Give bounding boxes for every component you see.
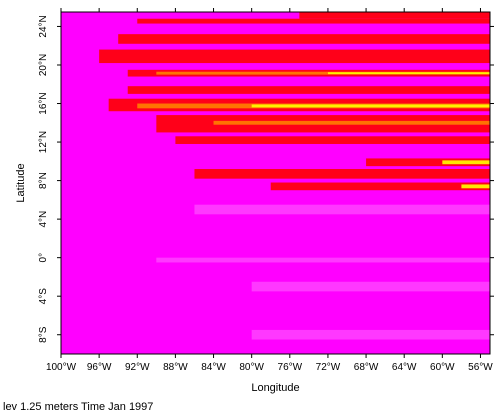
y-axis-title: Latitude: [15, 163, 27, 202]
heatmap-band: [327, 72, 490, 75]
x-axis: 100°W 96°W 92°W 88°W 84°W 80°W 76°W 72°W 68°W 64°…: [46, 8, 493, 373]
y-tick-label: 16°N: [38, 92, 49, 114]
x-tick-label: 96°W: [87, 362, 112, 373]
y-tick-label: 4°S: [38, 288, 49, 305]
x-tick-label: 60°W: [430, 362, 455, 373]
heatmap-band: [461, 184, 490, 189]
y-tick-label: 8°S: [38, 326, 49, 343]
x-tick-label: 100°W: [46, 362, 77, 373]
y-tick-label: 4°N: [38, 211, 49, 228]
x-tick-label: 92°W: [125, 362, 150, 373]
x-tick-label: 68°W: [354, 362, 379, 373]
heatmap-band: [366, 158, 490, 167]
x-tick-label: 84°W: [201, 362, 226, 373]
y-axis: 24°N 20°N 16°N 12°N 8°N 4°N 0° 4°S 8°S: [38, 15, 494, 343]
heatmap-band: [270, 182, 490, 191]
y-tick-label: 8°N: [38, 172, 49, 189]
heatmap-band: [442, 160, 490, 165]
x-tick-label: 76°W: [278, 362, 303, 373]
heatmap-band: [156, 71, 490, 75]
heatmap-bands: [99, 12, 490, 340]
heatmap-band: [194, 169, 490, 179]
y-tick-label: 24°N: [38, 15, 49, 37]
heatmap-band: [213, 120, 490, 125]
y-tick-label: 12°N: [38, 131, 49, 153]
x-axis-title: Longitude: [251, 382, 299, 394]
heatmap-band: [251, 281, 490, 292]
x-tick-label: 72°W: [316, 362, 341, 373]
x-tick-label: 88°W: [163, 362, 188, 373]
x-tick-label: 80°W: [239, 362, 264, 373]
heatmap-band: [99, 49, 490, 64]
y-tick-label: 0°: [38, 253, 49, 263]
heatmap-band: [156, 257, 490, 263]
heatmap-band: [118, 34, 490, 44]
heatmap-band: [251, 329, 490, 340]
heatmap-band: [175, 136, 490, 144]
y-tick-label: 20°N: [38, 54, 49, 76]
plot-frame: [60, 11, 491, 355]
heatmap-band: [127, 86, 490, 94]
heatmap-band: [137, 18, 490, 24]
heatmap-band: [251, 104, 490, 108]
x-tick-label: 64°W: [392, 362, 417, 373]
heatmap-band: [299, 12, 490, 19]
caption: lev 1.25 meters Time Jan 1997: [3, 401, 154, 413]
heatmap-band: [194, 204, 490, 215]
x-tick-label: 56°W: [468, 362, 493, 373]
